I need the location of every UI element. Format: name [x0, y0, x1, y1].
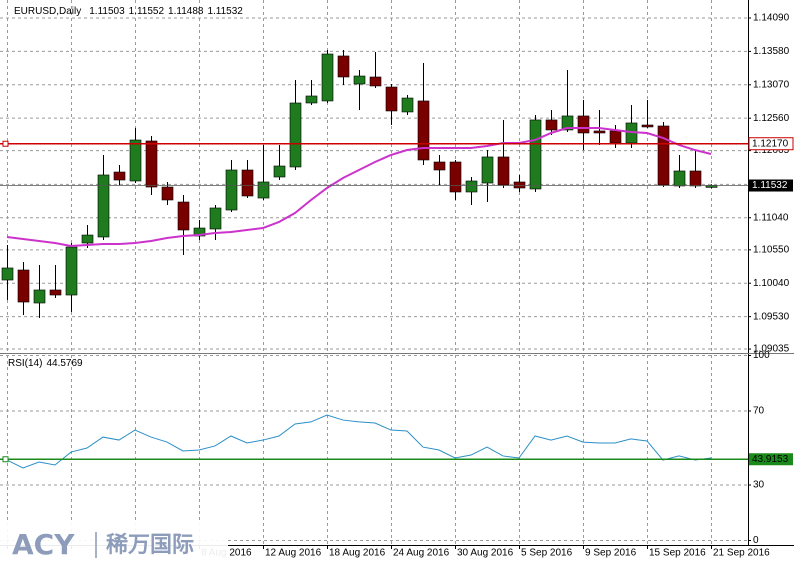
candle-body — [129, 139, 142, 182]
candle-body — [353, 75, 366, 85]
candle-body — [545, 119, 558, 131]
rsi-line — [6, 414, 712, 469]
candle-body — [673, 170, 686, 187]
y-tick-label: 1.09530 — [753, 311, 790, 322]
y-tick-label: 1.12560 — [753, 113, 790, 124]
candle-body — [401, 97, 414, 113]
y-tick-label: 1.11040 — [753, 212, 789, 223]
candle-body — [497, 156, 510, 186]
y-tick-label: 1.13070 — [753, 79, 790, 90]
symbol-title: EURUSD,Daily — [14, 6, 81, 17]
candle-body — [321, 53, 334, 102]
candle-body — [177, 201, 190, 231]
y-tick-label: 1.13580 — [753, 46, 790, 57]
hline-anchor — [2, 140, 9, 147]
candle-body — [161, 186, 174, 201]
y-tick-label: 1.09035 — [753, 344, 790, 355]
candle-body — [529, 119, 542, 190]
candle-body — [449, 161, 462, 193]
y-tick-label: 1.10550 — [753, 244, 790, 255]
moving-average — [6, 127, 712, 248]
candle-body — [513, 181, 526, 189]
candle-body — [273, 165, 286, 178]
candle-body — [193, 227, 206, 237]
candle-body — [641, 124, 654, 128]
candle-body — [481, 156, 494, 184]
candle-body — [97, 174, 110, 238]
y-tick-label: 0 — [753, 535, 759, 546]
y-tick-label: 1.12065 — [753, 145, 790, 156]
y-tick-label: 1.10040 — [753, 278, 790, 289]
candle-body — [385, 86, 398, 112]
last-price-tag — [749, 179, 793, 192]
hline-tag — [749, 453, 793, 466]
watermark: ACY 稀万国际 — [0, 520, 228, 569]
candle-body — [657, 125, 670, 186]
candle-body — [369, 76, 382, 87]
watermark-bg — [0, 520, 228, 569]
candle-body — [113, 171, 126, 181]
y-tick-label: 1.14090 — [753, 13, 790, 24]
rsi-current: 44.5769 — [46, 358, 83, 369]
header-high: 1.11552 — [129, 6, 165, 17]
x-tick-label: 5 Sep 2016 — [521, 548, 573, 559]
candle-body — [17, 269, 30, 303]
candle-body — [65, 246, 78, 296]
candle-body — [417, 100, 430, 161]
candle-body — [577, 115, 590, 134]
candle-body — [593, 130, 606, 134]
hline-label: 43.9153 — [752, 454, 789, 465]
watermark-name: 稀万国际 — [106, 532, 194, 558]
candle-body — [33, 289, 46, 304]
x-tick-label: 9 Sep 2016 — [585, 548, 637, 559]
candle-body — [241, 169, 254, 197]
candle-body — [257, 181, 270, 199]
candle-body — [145, 140, 158, 188]
hline-label: 1.12170 — [752, 138, 789, 149]
candle-body — [465, 180, 478, 193]
chart-header: EURUSD,Daily 1.11503 1.11552 1.11488 1.11532 — [14, 6, 243, 17]
candle-body — [305, 95, 318, 104]
x-tick-label: 12 Aug 2016 — [265, 548, 322, 559]
y-tick-label: 30 — [753, 480, 765, 491]
candle-body — [289, 102, 302, 168]
x-tick-label: 18 Aug 2016 — [329, 548, 386, 559]
watermark-brand: ACY — [12, 528, 75, 561]
candle-body — [337, 55, 350, 78]
header-open: 1.11503 — [89, 6, 125, 17]
candle-body — [1, 267, 14, 281]
header-low: 1.11488 — [168, 6, 204, 17]
candle-body — [433, 161, 446, 171]
x-tick-label: 30 Aug 2016 — [457, 548, 514, 559]
x-tick-label: 24 Aug 2016 — [393, 548, 450, 559]
candle-body — [49, 289, 62, 296]
rsi-title: RSI(14) — [8, 358, 42, 369]
hline-tag — [748, 137, 794, 151]
y-tick-label: 70 — [753, 406, 765, 417]
last-price-label: 1.11532 — [752, 180, 788, 191]
candle-body — [561, 115, 574, 131]
candle-body — [609, 130, 622, 144]
x-tick-label: 21 Sep 2016 — [713, 548, 770, 559]
candle-body — [209, 207, 222, 230]
candle-body — [225, 169, 238, 211]
y-tick-label: 100 — [753, 350, 770, 361]
x-tick-label: 15 Sep 2016 — [649, 548, 706, 559]
header-close: 1.11532 — [207, 6, 243, 17]
candle-body — [689, 170, 702, 187]
candle-body — [81, 234, 94, 244]
hline-anchor — [2, 456, 9, 463]
rsi-header: RSI(14) 44.5769 — [8, 358, 83, 369]
